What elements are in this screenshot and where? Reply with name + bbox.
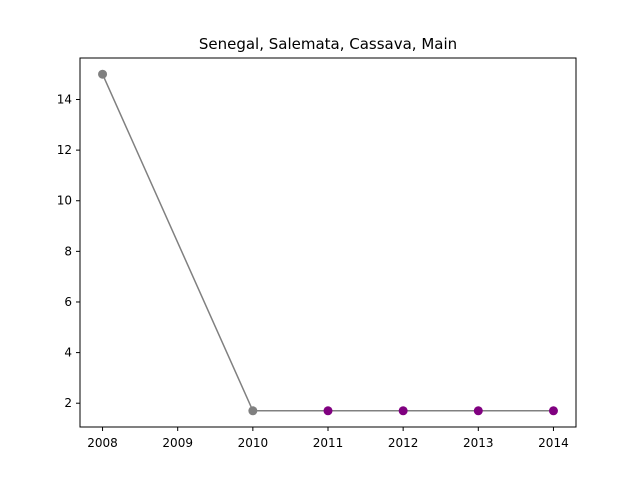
- x-axis: 2008 2009 2010 2011 2012 2013 2014: [87, 427, 569, 450]
- y-tick-label: 2: [64, 396, 72, 410]
- series-layer: [98, 69, 558, 416]
- x-tick-label: 2008: [87, 436, 118, 450]
- data-point: [248, 406, 258, 416]
- y-tick-label: 12: [57, 143, 72, 157]
- x-tick-label: 2009: [162, 436, 193, 450]
- y-axis: 2 4 6 8 10 12 14: [57, 93, 80, 410]
- chart-title: Senegal, Salemata, Cassava, Main: [199, 35, 457, 53]
- x-tick-label: 2013: [463, 436, 494, 450]
- y-tick-label: 4: [64, 346, 72, 360]
- x-tick-label: 2012: [388, 436, 419, 450]
- data-point: [548, 406, 558, 416]
- data-point: [323, 406, 333, 416]
- data-point: [98, 69, 108, 79]
- x-tick-label: 2010: [238, 436, 269, 450]
- y-tick-label: 14: [57, 93, 72, 107]
- x-tick-label: 2011: [313, 436, 344, 450]
- y-tick-label: 6: [64, 295, 72, 309]
- x-tick-label: 2014: [538, 436, 569, 450]
- y-tick-label: 8: [64, 244, 72, 258]
- plot-area-frame: [79, 57, 577, 428]
- data-point: [473, 406, 483, 416]
- data-point: [398, 406, 408, 416]
- series-line: [101, 73, 554, 412]
- y-tick-label: 10: [57, 194, 72, 208]
